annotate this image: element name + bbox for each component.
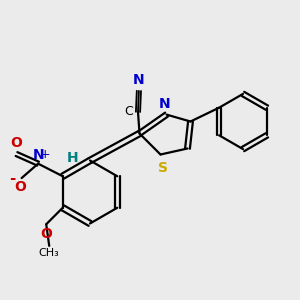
Text: N: N bbox=[158, 97, 170, 111]
Text: O: O bbox=[40, 227, 52, 241]
Text: C: C bbox=[124, 105, 133, 119]
Text: H: H bbox=[67, 151, 79, 165]
Text: -: - bbox=[9, 170, 15, 185]
Text: N: N bbox=[133, 73, 145, 87]
Text: O: O bbox=[10, 136, 22, 150]
Text: +: + bbox=[39, 148, 50, 160]
Text: N: N bbox=[32, 148, 44, 162]
Text: O: O bbox=[14, 181, 26, 194]
Text: S: S bbox=[158, 161, 168, 175]
Text: CH₃: CH₃ bbox=[39, 248, 60, 258]
